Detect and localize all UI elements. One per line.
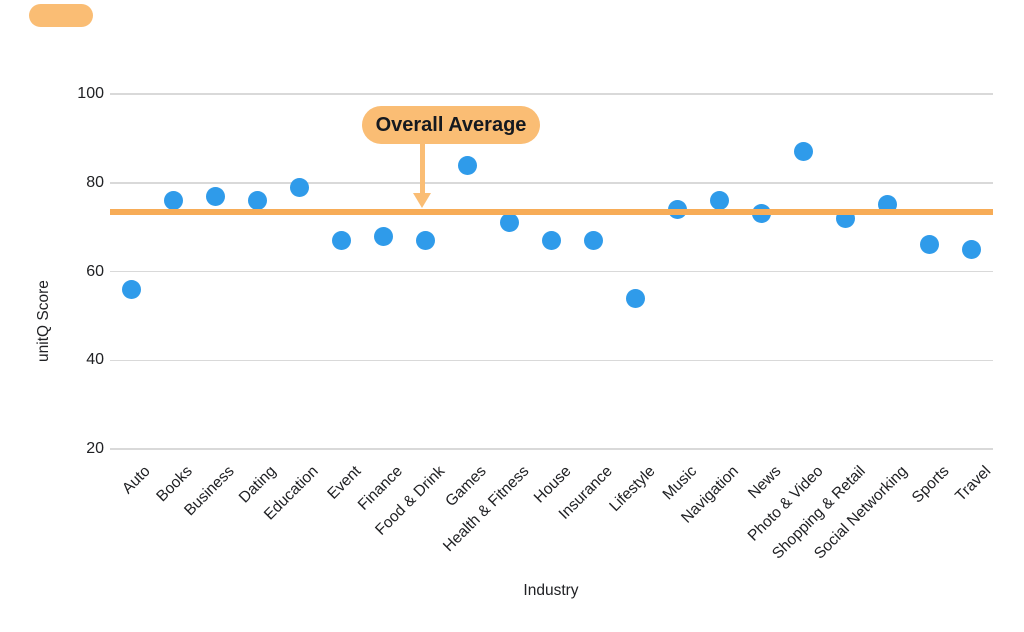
gridline (110, 448, 993, 450)
y-tick-label: 20 (86, 440, 104, 457)
data-point (289, 177, 309, 197)
data-point (542, 230, 561, 250)
data-point (794, 142, 814, 162)
data-point (626, 288, 646, 308)
x-tick-label: Auto (119, 462, 154, 498)
data-point (163, 191, 183, 210)
data-point (121, 279, 141, 299)
data-point (415, 230, 435, 250)
average-reference-line (110, 209, 993, 216)
x-axis-title: Industry (523, 582, 579, 599)
data-point (920, 235, 940, 255)
annotation-arrow-shaft (420, 143, 425, 195)
data-point (584, 230, 604, 250)
y-tick-label: 60 (86, 262, 104, 280)
data-point (457, 155, 477, 175)
y-tick-label: 80 (86, 173, 104, 191)
y-tick-label: 40 (86, 351, 104, 369)
data-point (962, 239, 982, 259)
x-tick-label: Sports (908, 462, 953, 507)
data-point (373, 226, 393, 246)
gridline (110, 270, 993, 273)
overall-average-annotation: Overall Average (362, 106, 540, 144)
x-tick-label: Travel (952, 462, 995, 505)
data-point (499, 213, 519, 233)
data-point (247, 191, 267, 210)
data-point (205, 186, 225, 206)
gridline (110, 93, 993, 95)
annotation-arrow-down-icon (413, 193, 431, 208)
corner-accent-shape (29, 4, 93, 27)
x-tick-label: Lifestyle (606, 462, 659, 515)
gridline (110, 182, 993, 184)
gridline (110, 359, 993, 361)
data-point (710, 191, 730, 210)
data-point (331, 230, 351, 250)
y-tick-label: 100 (77, 85, 104, 102)
